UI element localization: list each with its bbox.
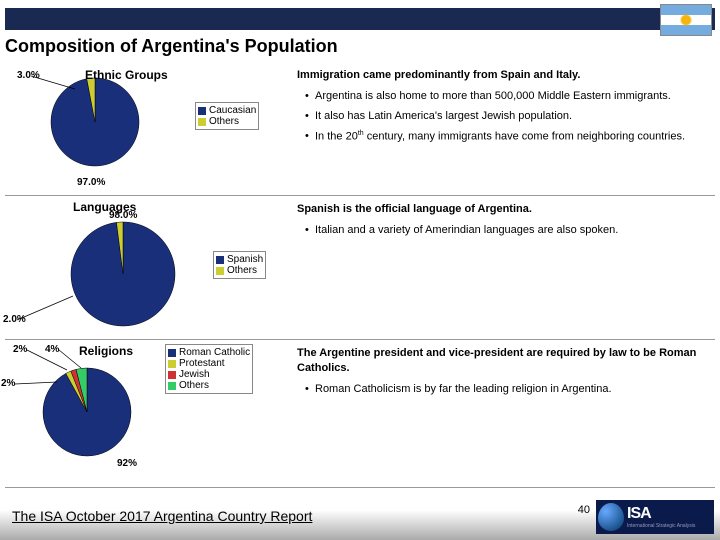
top-bar [5, 8, 715, 30]
flag-band-top [661, 5, 711, 15]
lead-text: Immigration came predominantly from Spai… [297, 68, 709, 83]
footer-text: The ISA October 2017 Argentina Country R… [12, 508, 312, 524]
lead-text: The Argentine president and vice-preside… [297, 346, 709, 376]
page-title: Composition of Argentina's Population [5, 36, 338, 57]
body-area: Ethnic GroupsCaucasianOthers3.0%97.0%Imm… [5, 62, 715, 490]
text-col: Immigration came predominantly from Spai… [295, 62, 715, 195]
legend-item: Protestant [168, 358, 250, 369]
section-0: Ethnic Groups CaucasianOthers 3.0% 97.0% Imm… [5, 62, 715, 196]
isa-shield-icon [598, 503, 624, 531]
chart-col: LanguagesSpanishOthers98.0%2.0% [5, 196, 295, 339]
pct-label: 2% [13, 344, 27, 355]
text-col: The Argentine president and vice-preside… [295, 340, 715, 487]
chart-title: Ethnic Groups [85, 68, 168, 82]
chart-col: Ethnic Groups CaucasianOthers 3.0% 97.0% [5, 62, 295, 195]
pct-label: 2% [1, 378, 15, 389]
argentina-flag [660, 4, 712, 36]
legend-item: Others [198, 116, 256, 127]
isa-logo-subtext: International Strategic Analysis [627, 523, 695, 529]
legend-item: Others [168, 380, 250, 391]
section-1: LanguagesSpanishOthers98.0%2.0%Spanish i… [5, 196, 715, 340]
bullet-text: Argentina is also home to more than 500,… [315, 89, 709, 104]
isa-logo-text: ISA [627, 505, 695, 523]
page-number: 40 [578, 504, 590, 516]
text-col: Spanish is the official language of Arge… [295, 196, 715, 339]
legend-item: Jewish [168, 369, 250, 380]
legend-item: Roman Catholic [168, 347, 250, 358]
chart-legend: SpanishOthers [213, 251, 266, 279]
legend-item: Caucasian [198, 105, 256, 116]
chart-legend: Roman CatholicProtestantJewishOthers [165, 344, 253, 394]
lead-text: Spanish is the official language of Arge… [297, 202, 709, 217]
pct-label: 3.0% [17, 70, 40, 81]
isa-logo: ISA International Strategic Analysis [596, 500, 714, 534]
pct-label: 4% [45, 344, 59, 355]
bullet-text: In the 20th century, many immigrants hav… [315, 129, 709, 145]
flag-sun-icon [681, 15, 691, 25]
flag-band-bot [661, 25, 711, 35]
bullet-text: Roman Catholicism is by far the leading … [315, 382, 709, 397]
pct-label: 2.0% [3, 314, 26, 325]
pct-label: 92% [117, 458, 137, 469]
bullet-text: It also has Latin America's largest Jewi… [315, 109, 709, 124]
bullet-text: Italian and a variety of Amerindian lang… [315, 223, 709, 238]
chart-title: Religions [79, 344, 133, 358]
chart-col: Religions Roman CatholicProtestantJewishO… [5, 340, 295, 487]
section-2: Religions Roman CatholicProtestantJewishO… [5, 340, 715, 488]
pct-label: 97.0% [77, 177, 105, 188]
footer: The ISA October 2017 Argentina Country R… [0, 496, 720, 540]
legend-item: Spanish [216, 254, 263, 265]
chart-legend: CaucasianOthers [195, 102, 259, 130]
legend-item: Others [216, 265, 263, 276]
pct-label: 98.0% [109, 210, 137, 221]
